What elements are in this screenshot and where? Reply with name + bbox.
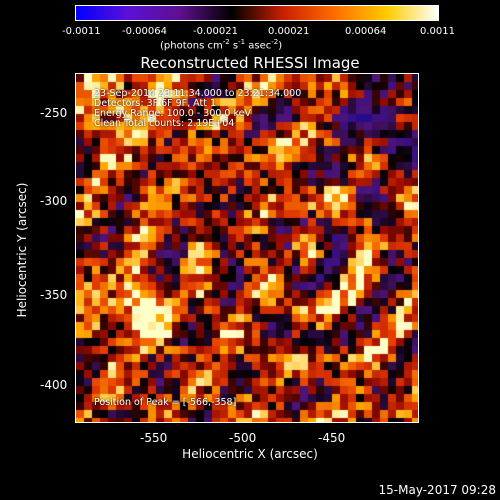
y-tick-label: -250	[40, 106, 68, 120]
colorbar-tick-label: 0.00064	[345, 26, 387, 37]
y-tick-label: -400	[40, 378, 68, 392]
colorbar-tick-label: 0.00021	[268, 26, 310, 37]
counts-label: Clean Total counts: 2.19E+04	[94, 118, 235, 129]
x-tick-label: -500	[229, 431, 257, 445]
colorbar-tick-label: -0.00064	[122, 26, 167, 37]
colorbar-tick-label: -0.00021	[193, 26, 238, 37]
y-tick-label: -350	[40, 288, 68, 302]
solar-xray-map	[76, 74, 418, 422]
y-axis-label: Heliocentric Y (arcsec)	[15, 182, 29, 318]
image-plot-area: 23-Sep-2014 23:11:34.000 to 23:21:34.000…	[75, 73, 419, 423]
colorbar-tick-label: -0.0011	[62, 26, 101, 37]
x-tick-label: -550	[140, 431, 168, 445]
colorbar-unit-label: (photons cm-2 s-1 asec-2)	[160, 38, 283, 52]
x-axis-label: Heliocentric X (arcsec)	[182, 447, 318, 461]
image-title: Reconstructed RHESSI Image	[140, 54, 360, 72]
x-tick-label: -450	[318, 431, 346, 445]
colorbar	[75, 5, 439, 21]
colorbar-tick-label: 0.0011	[420, 26, 455, 37]
y-tick-label: -300	[40, 194, 68, 208]
detectors-label: Detectors: 3F 6F 9F, Att 1	[94, 98, 217, 109]
time-range-label: 23-Sep-2014 23:11:34.000 to 23:21:34.000	[94, 88, 302, 99]
timestamp-footer: 15-May-2017 09:28	[378, 483, 496, 497]
energy-range-label: Energy Range: 100.0 - 300.0 keV	[94, 108, 251, 119]
peak-position-label: Position of Peak = [-566,-358]	[94, 397, 237, 408]
